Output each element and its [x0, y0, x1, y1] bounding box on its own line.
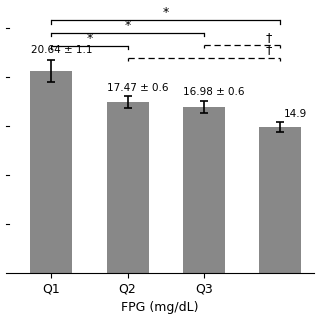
Text: *: * — [124, 19, 131, 32]
Bar — [30, 71, 72, 273]
Text: 20.64 ± 1.1: 20.64 ± 1.1 — [31, 45, 92, 55]
Bar — [183, 107, 225, 273]
Bar — [107, 102, 148, 273]
Text: †: † — [266, 31, 272, 44]
Text: *: * — [163, 6, 169, 19]
Text: †: † — [266, 44, 272, 57]
Text: 17.47 ± 0.6: 17.47 ± 0.6 — [107, 83, 169, 92]
X-axis label: FPG (mg/dL): FPG (mg/dL) — [121, 301, 199, 315]
Bar — [259, 127, 301, 273]
Text: *: * — [86, 32, 92, 45]
Text: 14.9: 14.9 — [284, 109, 307, 119]
Text: 16.98 ± 0.6: 16.98 ± 0.6 — [183, 87, 245, 97]
